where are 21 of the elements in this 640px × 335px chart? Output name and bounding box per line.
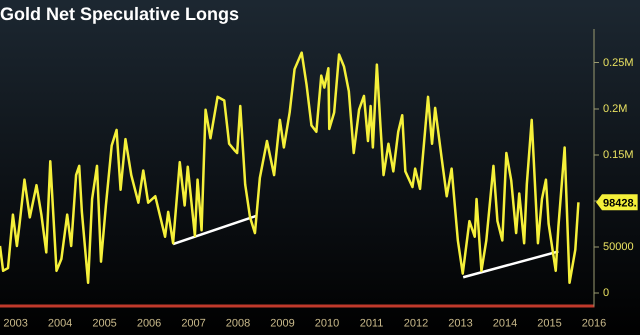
x-tick-label: 2007 — [181, 317, 206, 330]
x-tick-label: 2015 — [537, 317, 562, 330]
x-tick-label: 2016 — [582, 317, 606, 330]
x-tick-label: 2012 — [404, 317, 428, 330]
y-tick-label: 0.15M — [603, 148, 634, 161]
x-tick-label: 2003 — [3, 317, 28, 330]
x-tick-label: 2009 — [270, 317, 295, 330]
x-tick-label: 2011 — [360, 317, 384, 330]
y-tick-label: 0.25M — [603, 56, 634, 69]
x-tick-label: 2004 — [48, 317, 72, 330]
x-tick-label: 2005 — [92, 317, 117, 330]
x-tick-label: 2006 — [136, 317, 162, 330]
x-tick-label: 2014 — [492, 317, 518, 330]
x-tick-label: 2008 — [226, 317, 250, 330]
x-tick-label: 2013 — [448, 317, 473, 330]
annotation: 98428. — [603, 197, 637, 210]
chart-title: Gold Net Speculative Longs — [0, 4, 240, 24]
y-tick-label: 0 — [603, 286, 610, 299]
y-tick-label: 50000 — [603, 240, 634, 253]
y-tick-label: 0.2M — [603, 102, 628, 115]
x-tick-label: 2010 — [314, 317, 340, 330]
